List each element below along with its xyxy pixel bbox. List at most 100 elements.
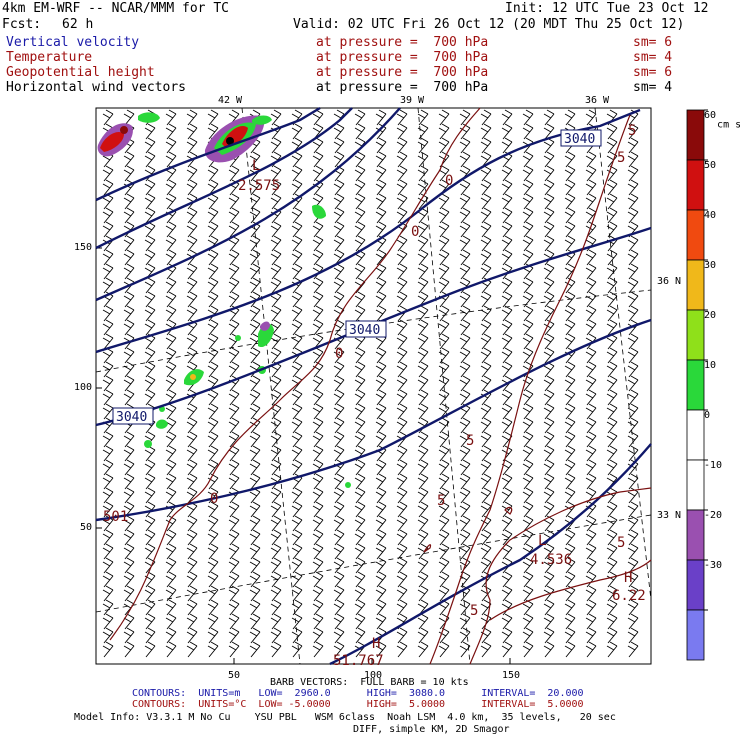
wind-barb	[186, 557, 198, 574]
wind-barb	[606, 599, 618, 616]
wind-barb	[459, 249, 471, 266]
wind-barb	[585, 515, 597, 532]
wind-barb	[312, 445, 324, 462]
wind-barb	[585, 249, 597, 266]
wind-barb	[459, 305, 471, 322]
wind-barb	[543, 207, 555, 224]
wind-barb	[207, 123, 219, 140]
wind-barb	[228, 207, 240, 224]
height-labels	[112, 129, 602, 425]
wind-barb	[249, 445, 261, 462]
contour-legend-height: CONTOURS: UNITS=m LOW= 2960.0 HIGH= 3080…	[132, 688, 584, 699]
wind-barb	[270, 459, 282, 476]
wind-barb	[333, 277, 345, 294]
wind-barb	[522, 403, 534, 420]
wind-barb	[438, 109, 450, 126]
wind-barb	[144, 389, 156, 406]
field-name-2: Temperature	[6, 50, 93, 65]
wind-barb	[606, 529, 618, 546]
wind-barb	[249, 585, 261, 602]
wind-barb	[102, 389, 114, 406]
height-contour	[95, 318, 652, 522]
wind-barb	[144, 291, 156, 308]
wind-barb	[165, 347, 177, 364]
x-tick-100: 100	[364, 670, 383, 681]
wind-barb	[396, 543, 408, 560]
wind-barb	[522, 235, 534, 252]
wind-barb	[375, 585, 387, 602]
meridian-36n-side	[594, 107, 652, 601]
wind-barb	[291, 543, 303, 560]
wind-barb	[312, 641, 324, 658]
wind-barb	[354, 305, 366, 322]
wind-barb	[354, 179, 366, 196]
wind-barb	[585, 193, 597, 210]
wind-barb	[396, 585, 408, 602]
wind-barb	[249, 347, 261, 364]
wind-barb	[102, 431, 114, 448]
wind-barb	[480, 179, 492, 196]
wind-barb	[606, 263, 618, 280]
wind-barb	[417, 263, 429, 280]
x-tick-150: 150	[502, 670, 521, 681]
wind-barb	[606, 277, 618, 294]
wind-barb	[165, 641, 177, 658]
wind-barb	[543, 151, 555, 168]
wind-barb	[585, 151, 597, 168]
wind-barb	[144, 613, 156, 630]
wind-barb	[123, 627, 135, 644]
wind-barb	[375, 291, 387, 308]
wind-barb	[354, 585, 366, 602]
wind-barb	[627, 613, 639, 630]
wind-barb	[291, 319, 303, 336]
wind-barb	[228, 501, 240, 518]
wind-barb	[501, 249, 513, 266]
wind-barb	[396, 529, 408, 546]
wind-barb	[333, 515, 345, 532]
wind-barb	[627, 529, 639, 546]
wind-barb	[459, 529, 471, 546]
wind-barb	[102, 375, 114, 392]
wind-barb	[438, 529, 450, 546]
wind-barb	[333, 627, 345, 644]
wind-barb	[459, 375, 471, 392]
wind-barb	[459, 417, 471, 434]
wind-barb	[459, 123, 471, 140]
colorbar-box	[686, 259, 705, 311]
wind-barb	[627, 375, 639, 392]
wind-barb	[522, 613, 534, 630]
wind-barb	[396, 319, 408, 336]
wind-barb	[207, 515, 219, 532]
wind-barb	[585, 543, 597, 560]
wind-barb	[564, 459, 576, 476]
wind-barb	[417, 585, 429, 602]
vertical-velocity-shading	[97, 112, 351, 488]
wind-barb	[207, 109, 219, 126]
wind-barb	[375, 305, 387, 322]
wind-barb	[333, 403, 345, 420]
fcst-value: 62 h	[62, 17, 94, 32]
wind-barb	[480, 193, 492, 210]
temp-label: 0	[210, 491, 218, 507]
wind-barb	[333, 599, 345, 616]
wind-barb	[396, 207, 408, 224]
temp-label: 5	[628, 123, 636, 139]
wind-barb	[627, 291, 639, 308]
wind-barb	[102, 305, 114, 322]
wind-barb	[627, 501, 639, 518]
wind-barb	[123, 263, 135, 280]
wind-barb	[543, 515, 555, 532]
wind-barb	[144, 277, 156, 294]
wind-barb	[627, 627, 639, 644]
wind-barb	[543, 305, 555, 322]
field-sm-4: sm= 4	[633, 80, 673, 95]
wind-barb	[459, 137, 471, 154]
wind-barb	[396, 235, 408, 252]
wind-barb	[480, 445, 492, 462]
wind-barb	[228, 361, 240, 378]
wind-barb	[522, 585, 534, 602]
wind-barb	[396, 137, 408, 154]
wind-barb	[249, 431, 261, 448]
wind-barb	[123, 445, 135, 462]
wind-barb	[480, 543, 492, 560]
